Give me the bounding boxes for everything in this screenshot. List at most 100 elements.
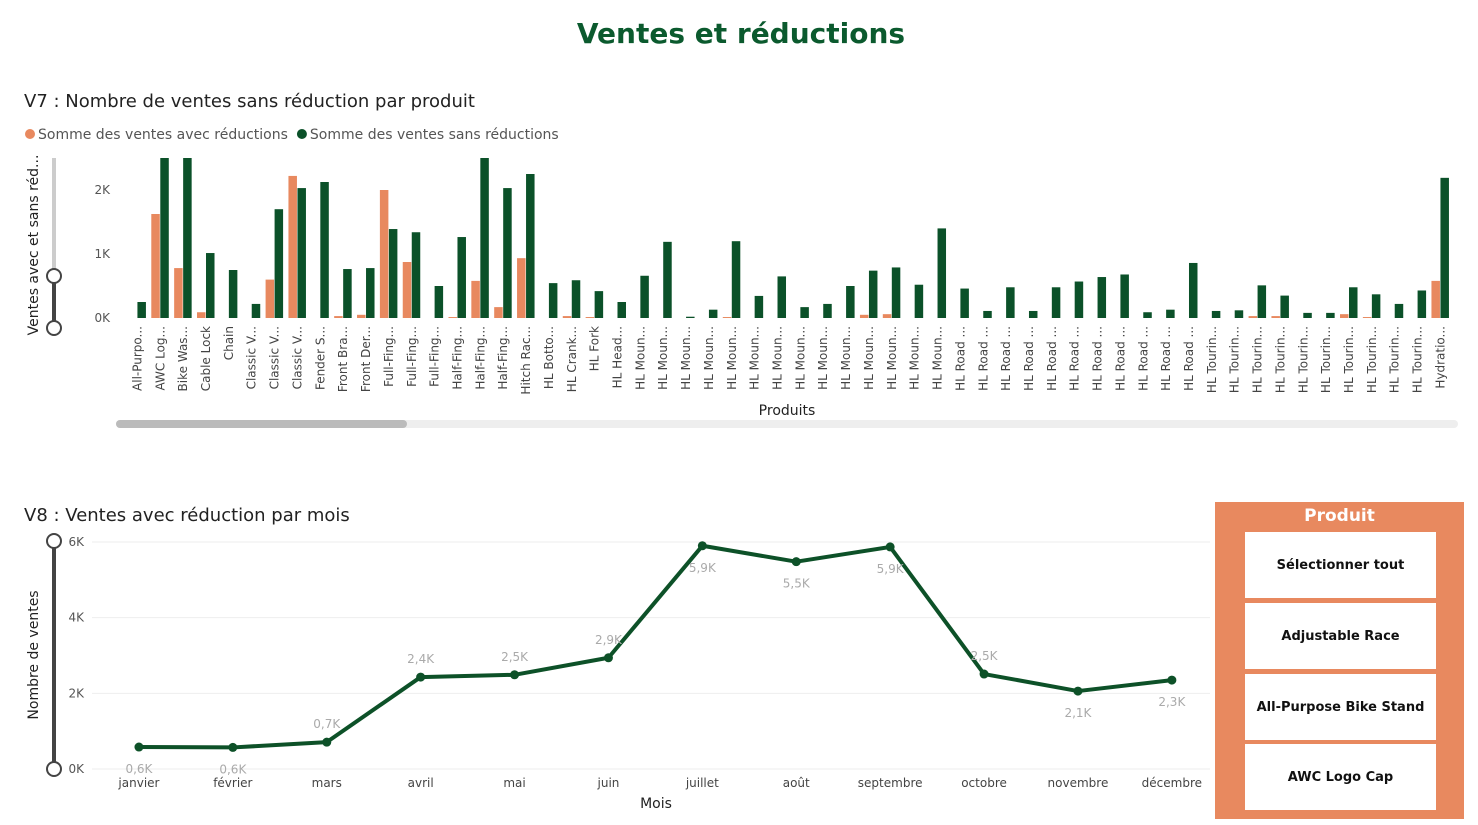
point [228, 742, 238, 752]
x-tick-label: mars [312, 776, 342, 790]
bar [1417, 290, 1427, 318]
bar [411, 232, 421, 318]
x-tick-label: HL Tourin... [1228, 326, 1242, 393]
x-tick-label: août [783, 776, 810, 790]
slicer-item[interactable]: All-Purpose Bike Stand [1245, 674, 1436, 740]
bar [983, 310, 992, 318]
bar [594, 291, 604, 318]
y-tick-label: 4K [68, 611, 85, 625]
bar [846, 286, 855, 318]
y-axis-title: Ventes avec et sans réd... [26, 155, 42, 336]
range-handle[interactable] [46, 268, 62, 284]
x-tick-label: HL Road ... [1045, 326, 1059, 391]
point [697, 541, 707, 551]
range-handle[interactable] [46, 761, 62, 777]
bar [914, 284, 924, 318]
range-handle[interactable] [46, 533, 62, 549]
x-tick-label: HL Moun... [839, 326, 853, 390]
x-tick-label: HL Moun... [633, 326, 647, 390]
x-tick-label: HL Tourin... [1365, 326, 1379, 393]
bar [1051, 287, 1061, 318]
x-tick-label: HL Moun... [816, 326, 830, 390]
bar [1188, 262, 1198, 318]
x-tick-label: HL Road ... [1091, 326, 1105, 391]
bar [288, 175, 297, 318]
data-label: 2,4K [407, 652, 435, 666]
y-axis-title: Nombre de ventes [26, 590, 42, 719]
bar [937, 228, 947, 318]
bar [526, 174, 535, 318]
x-tick-label: Full-Fing... [382, 326, 396, 387]
bar [251, 303, 261, 318]
h-scroll-thumb[interactable] [116, 420, 407, 428]
x-tick-label: décembre [1142, 776, 1202, 790]
bar [1440, 177, 1449, 318]
x-tick-label: Hydratio... [1433, 326, 1447, 389]
x-tick-label: Full-Fing... [405, 326, 419, 387]
x-tick-label: HL Tourin... [1411, 326, 1425, 393]
y-tick-label: 2K [94, 183, 111, 197]
bar [1028, 310, 1038, 318]
bar [663, 241, 672, 318]
x-tick-label: HL Tourin... [1342, 326, 1356, 393]
bar [1303, 312, 1312, 318]
scroll-track [52, 158, 56, 328]
x-tick-label: Front Bra... [336, 326, 350, 392]
chart-title: V8 : Ventes avec réduction par mois [24, 505, 350, 526]
bar [1431, 280, 1440, 318]
data-label: 2,1K [1064, 706, 1092, 720]
bar [334, 316, 343, 318]
bar [434, 286, 444, 318]
slicer-item[interactable]: Sélectionner tout [1245, 532, 1436, 598]
x-tick-label: HL Road ... [1113, 326, 1127, 391]
bar [265, 279, 275, 318]
x-tick-label: Half-Fing... [496, 326, 510, 390]
bar [859, 314, 869, 318]
slicer-item[interactable]: AWC Logo Cap [1245, 744, 1436, 810]
y-tick-label: 0K [94, 311, 111, 325]
x-tick-label: All-Purpo... [130, 326, 144, 391]
bar [151, 214, 160, 318]
bar [1143, 312, 1152, 318]
point [1167, 675, 1177, 685]
x-tick-label: HL Road ... [1136, 326, 1150, 391]
bar [480, 158, 489, 318]
x-tick-label: octobre [961, 776, 1007, 790]
data-label: 0,6K [125, 762, 153, 776]
data-label: 5,9K [877, 562, 905, 576]
scroll-range [52, 276, 56, 328]
bar [174, 268, 183, 318]
x-tick-label: HL Tourin... [1205, 326, 1219, 393]
x-tick-label: HL Road ... [1159, 326, 1173, 391]
bar [1371, 294, 1381, 318]
bar [777, 276, 787, 318]
x-tick-label: novembre [1048, 776, 1109, 790]
x-axis-title: Mois [640, 796, 672, 812]
x-tick-label: Fender S... [313, 326, 327, 390]
data-label: 5,5K [783, 577, 811, 591]
bar [366, 268, 375, 318]
range-handle[interactable] [46, 320, 62, 336]
slicer-item[interactable]: Adjustable Race [1245, 603, 1436, 669]
bar [1234, 310, 1244, 318]
point [134, 742, 144, 752]
bar [640, 275, 649, 318]
bar [160, 158, 169, 318]
bar [1326, 312, 1335, 318]
bar [1340, 314, 1349, 318]
bar [1349, 287, 1358, 318]
bar [228, 270, 238, 318]
x-tick-label: HL Moun... [656, 326, 670, 390]
bar [1280, 295, 1289, 318]
y-tick-label: 2K [68, 686, 85, 700]
x-tick-label: septembre [858, 776, 923, 790]
bar [1257, 285, 1267, 318]
x-tick-label: AWC Log... [153, 326, 167, 391]
bar [1211, 310, 1221, 318]
x-tick-label: Half-Fing... [450, 326, 464, 390]
bar [722, 317, 732, 318]
bar [494, 307, 503, 318]
data-label: 2,5K [971, 649, 999, 663]
